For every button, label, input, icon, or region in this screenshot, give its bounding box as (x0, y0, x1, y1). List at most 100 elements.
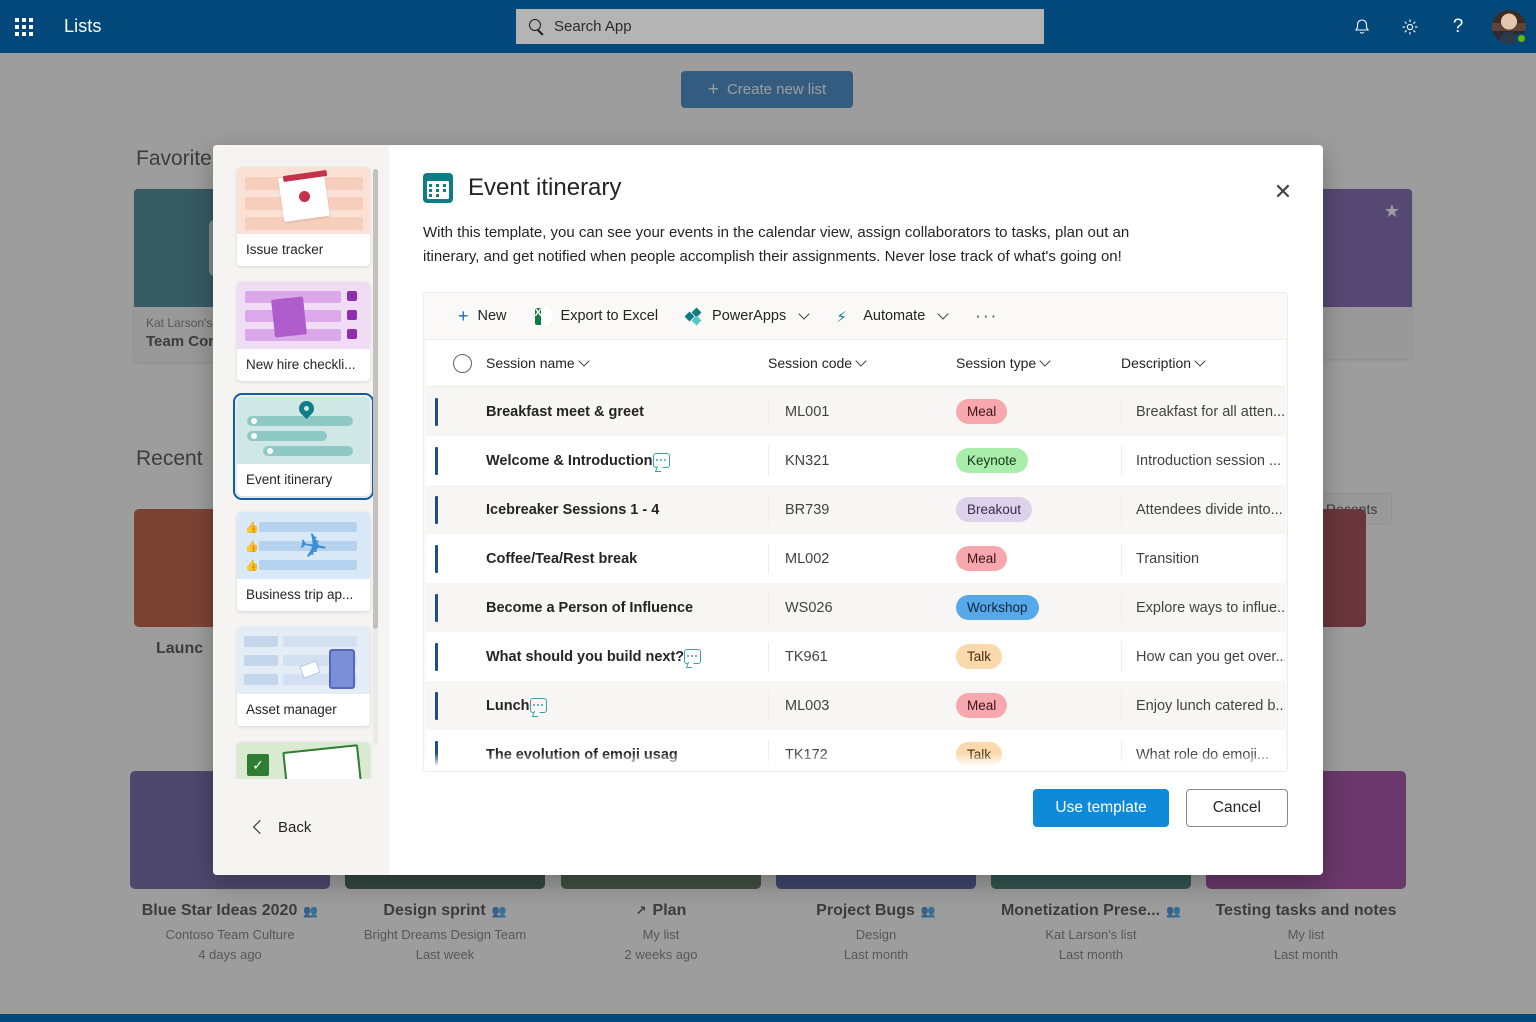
session-code-text: ML003 (768, 690, 829, 721)
table-row[interactable]: Become a Person of Influence WS026 Worksho… (426, 583, 1285, 633)
excel-icon (534, 307, 552, 325)
notifications-bell-icon[interactable] (1338, 0, 1386, 53)
cell-session-type: Breakout (956, 497, 1121, 523)
session-code-text: BR739 (768, 494, 829, 525)
export-to-excel-button[interactable]: Export to Excel (521, 299, 673, 333)
row-color-indicator (426, 495, 438, 524)
template-list-rail: Issue tracker New hire checkli... (213, 145, 389, 875)
description-text: Attendees divide into... (1121, 494, 1283, 525)
select-all-radio[interactable] (438, 353, 486, 373)
cell-description: Attendees divide into... (1121, 494, 1285, 525)
template-scrollbar-thumb[interactable] (373, 169, 378, 629)
column-header-description[interactable]: Description (1121, 355, 1285, 371)
template-card-asset-manager[interactable]: Asset manager (237, 627, 370, 726)
template-list-scroll[interactable]: Issue tracker New hire checkli... (213, 145, 389, 779)
session-code-text: ML002 (768, 543, 829, 574)
close-icon[interactable]: ✕ (1273, 179, 1293, 204)
template-card-green-partial[interactable]: ✓ (237, 742, 370, 779)
table-row[interactable]: Icebreaker Sessions 1 - 4 BR739 Breakout At… (426, 485, 1285, 535)
template-card-event-itinerary[interactable]: Event itinerary (233, 393, 374, 500)
chevron-down-icon (578, 355, 590, 368)
app-name[interactable]: Lists (64, 16, 102, 36)
back-button[interactable]: Back (213, 779, 389, 875)
status-badge: Workshop (956, 595, 1039, 621)
column-header-session-type[interactable]: Session type (956, 355, 1121, 371)
avatar[interactable] (1482, 0, 1536, 53)
comment-icon[interactable] (529, 698, 547, 714)
circle-icon (452, 353, 472, 373)
description-text: Enjoy lunch catered b... (1121, 690, 1285, 721)
chevron-down-icon (855, 355, 867, 368)
help-icon[interactable]: ? (1452, 16, 1464, 37)
description-text: Breakfast for all atten... (1121, 396, 1285, 427)
table-row[interactable]: What should you build next? TK961 Talk How … (426, 632, 1285, 681)
cell-session-name[interactable]: Icebreaker Sessions 1 - 4 (486, 502, 768, 518)
search-icon (526, 17, 546, 37)
template-header: Event itinerary (423, 173, 1288, 203)
cell-session-name[interactable]: Lunch (486, 698, 768, 714)
cell-session-name[interactable]: Breakfast meet & greet (486, 404, 768, 420)
gear-icon[interactable] (1386, 0, 1434, 53)
status-badge: Meal (956, 693, 1008, 719)
template-card-asset-manager-label: Asset manager (246, 702, 337, 717)
template-description: With this template, you can see your eve… (423, 224, 1130, 265)
session-code-text: ML001 (768, 396, 829, 427)
powerapps-button[interactable]: PowerApps (672, 299, 822, 333)
description-text: Transition (1121, 543, 1199, 574)
cell-session-code: ML003 (768, 690, 956, 721)
cancel-button[interactable]: Cancel (1185, 789, 1288, 827)
overflow-menu-icon[interactable]: ··· (975, 306, 999, 326)
new-button-label: New (477, 308, 507, 325)
column-header-session-code[interactable]: Session code (768, 355, 956, 371)
new-hire-art (237, 282, 370, 349)
cell-session-type: Meal (956, 693, 1121, 719)
taskbar-strip (0, 1014, 1536, 1022)
session-name-text: Coffee/Tea/Rest break (486, 550, 638, 567)
cell-session-name[interactable]: Welcome & Introduction (486, 453, 768, 469)
suite-header: Lists (0, 0, 1536, 53)
comment-icon[interactable] (652, 453, 670, 469)
cell-session-name[interactable]: Become a Person of Influence (486, 600, 768, 616)
issue-tracker-art (237, 167, 370, 234)
cell-description: How can you get over... (1121, 641, 1285, 672)
plus-icon: + (458, 306, 469, 327)
description-text: Introduction session ... (1121, 445, 1281, 476)
calendar-icon (423, 173, 453, 203)
cell-session-code: KN321 (768, 445, 956, 476)
cell-session-name[interactable]: Coffee/Tea/Rest break (486, 551, 768, 567)
table-row[interactable]: Lunch ML003 Meal Enjoy lunch catered b... (426, 681, 1285, 731)
chevron-left-icon (252, 819, 268, 835)
app-launcher-icon[interactable] (0, 0, 48, 53)
session-code-text: TK961 (768, 641, 828, 672)
cell-session-code: BR739 (768, 494, 956, 525)
cell-description: Transition (1121, 543, 1285, 574)
grid-header-row: Session name Session code Session type (426, 340, 1285, 388)
column-header-session-name[interactable]: Session name (486, 355, 768, 371)
search-box[interactable] (516, 9, 1044, 44)
use-template-button[interactable]: Use template (1033, 789, 1169, 827)
column-header-session-name-label: Session name (486, 355, 575, 372)
cell-session-code: WS026 (768, 592, 956, 623)
dialog-actions: Use template Cancel (1033, 789, 1288, 827)
template-card-new-hire-label: New hire checkli... (246, 357, 356, 372)
automate-button[interactable]: ⚡ Automate (822, 299, 961, 333)
cell-session-code: ML002 (768, 543, 956, 574)
automate-icon: ⚡ (836, 308, 847, 326)
template-card-business-trip[interactable]: 👍 👍 👍 ✈ Business trip ap... (237, 512, 370, 611)
template-detail-pane: ✕ Event itinerary With this template, yo… (389, 145, 1323, 875)
search-input[interactable] (552, 17, 1034, 36)
table-row[interactable]: Coffee/Tea/Rest break ML002 Meal Transition (426, 534, 1285, 583)
row-color-indicator (426, 544, 438, 573)
table-row[interactable]: Breakfast meet & greet ML001 Meal Breakfast… (426, 387, 1285, 437)
table-row[interactable]: Welcome & Introduction KN321 Keynote Introd… (426, 436, 1285, 485)
comment-icon[interactable] (684, 649, 702, 665)
template-card-new-hire[interactable]: New hire checkli... (237, 282, 370, 381)
row-color-indicator (426, 593, 438, 622)
session-name-text: Become a Person of Influence (486, 599, 694, 616)
cell-session-type: Talk (956, 644, 1121, 670)
template-card-issue-tracker[interactable]: Issue tracker (237, 167, 370, 266)
new-button[interactable]: + New (444, 299, 521, 333)
row-color-indicator (426, 642, 438, 671)
cell-session-name[interactable]: What should you build next? (486, 649, 768, 665)
